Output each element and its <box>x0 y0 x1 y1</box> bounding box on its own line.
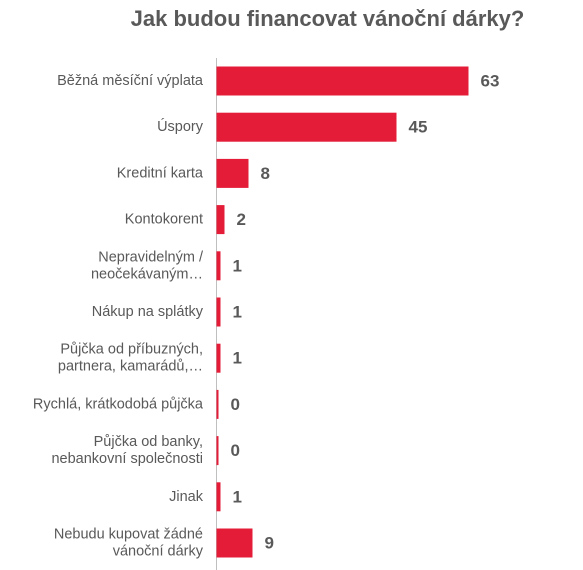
category-label: nebankovní společnosti <box>51 451 203 467</box>
category-label: Rychlá, krátkodobá půjčka <box>33 396 204 412</box>
value-label: 45 <box>409 118 428 137</box>
value-label: 8 <box>261 164 270 183</box>
category-label: Kontokorent <box>125 212 203 228</box>
value-label: 9 <box>265 534 274 553</box>
bar <box>216 158 249 188</box>
bar <box>216 436 219 466</box>
value-label: 1 <box>233 256 242 275</box>
bar <box>216 205 225 235</box>
bar <box>216 66 469 96</box>
bar <box>216 343 221 373</box>
category-label: partnera, kamarádů,… <box>58 359 203 375</box>
value-label: 63 <box>481 72 500 91</box>
value-label: 0 <box>231 395 240 414</box>
category-label: Půjčka od příbuzných, <box>60 342 203 358</box>
value-label: 1 <box>233 303 242 322</box>
value-label: 0 <box>231 441 240 460</box>
category-label: Kreditní karta <box>117 165 204 181</box>
chart-title: Jak budou financovat vánoční dárky? <box>130 6 525 31</box>
category-label: Nepravidelným / <box>98 249 204 265</box>
bars-layer: 63 Běžná měsíční výplata 45 Úspory 8 Kreditní… <box>33 66 500 560</box>
bar <box>216 297 221 327</box>
value-label: 1 <box>233 487 242 506</box>
category-label: Nebudu kupovat žádné <box>54 527 203 543</box>
category-label: Nákup na splátky <box>92 304 204 320</box>
bar <box>216 528 253 558</box>
category-label: Běžná měsíční výplata <box>57 73 204 89</box>
category-label: neočekávaným… <box>91 266 203 282</box>
value-label: 2 <box>237 210 246 229</box>
value-label: 1 <box>233 349 242 368</box>
category-label: vánoční dárky <box>113 544 204 560</box>
bar <box>216 251 221 281</box>
bar <box>216 389 219 419</box>
bar <box>216 112 397 142</box>
category-label: Půjčka od banky, <box>94 434 203 450</box>
bar <box>216 482 221 512</box>
category-label: Jinak <box>169 489 204 505</box>
category-label: Úspory <box>157 118 204 135</box>
